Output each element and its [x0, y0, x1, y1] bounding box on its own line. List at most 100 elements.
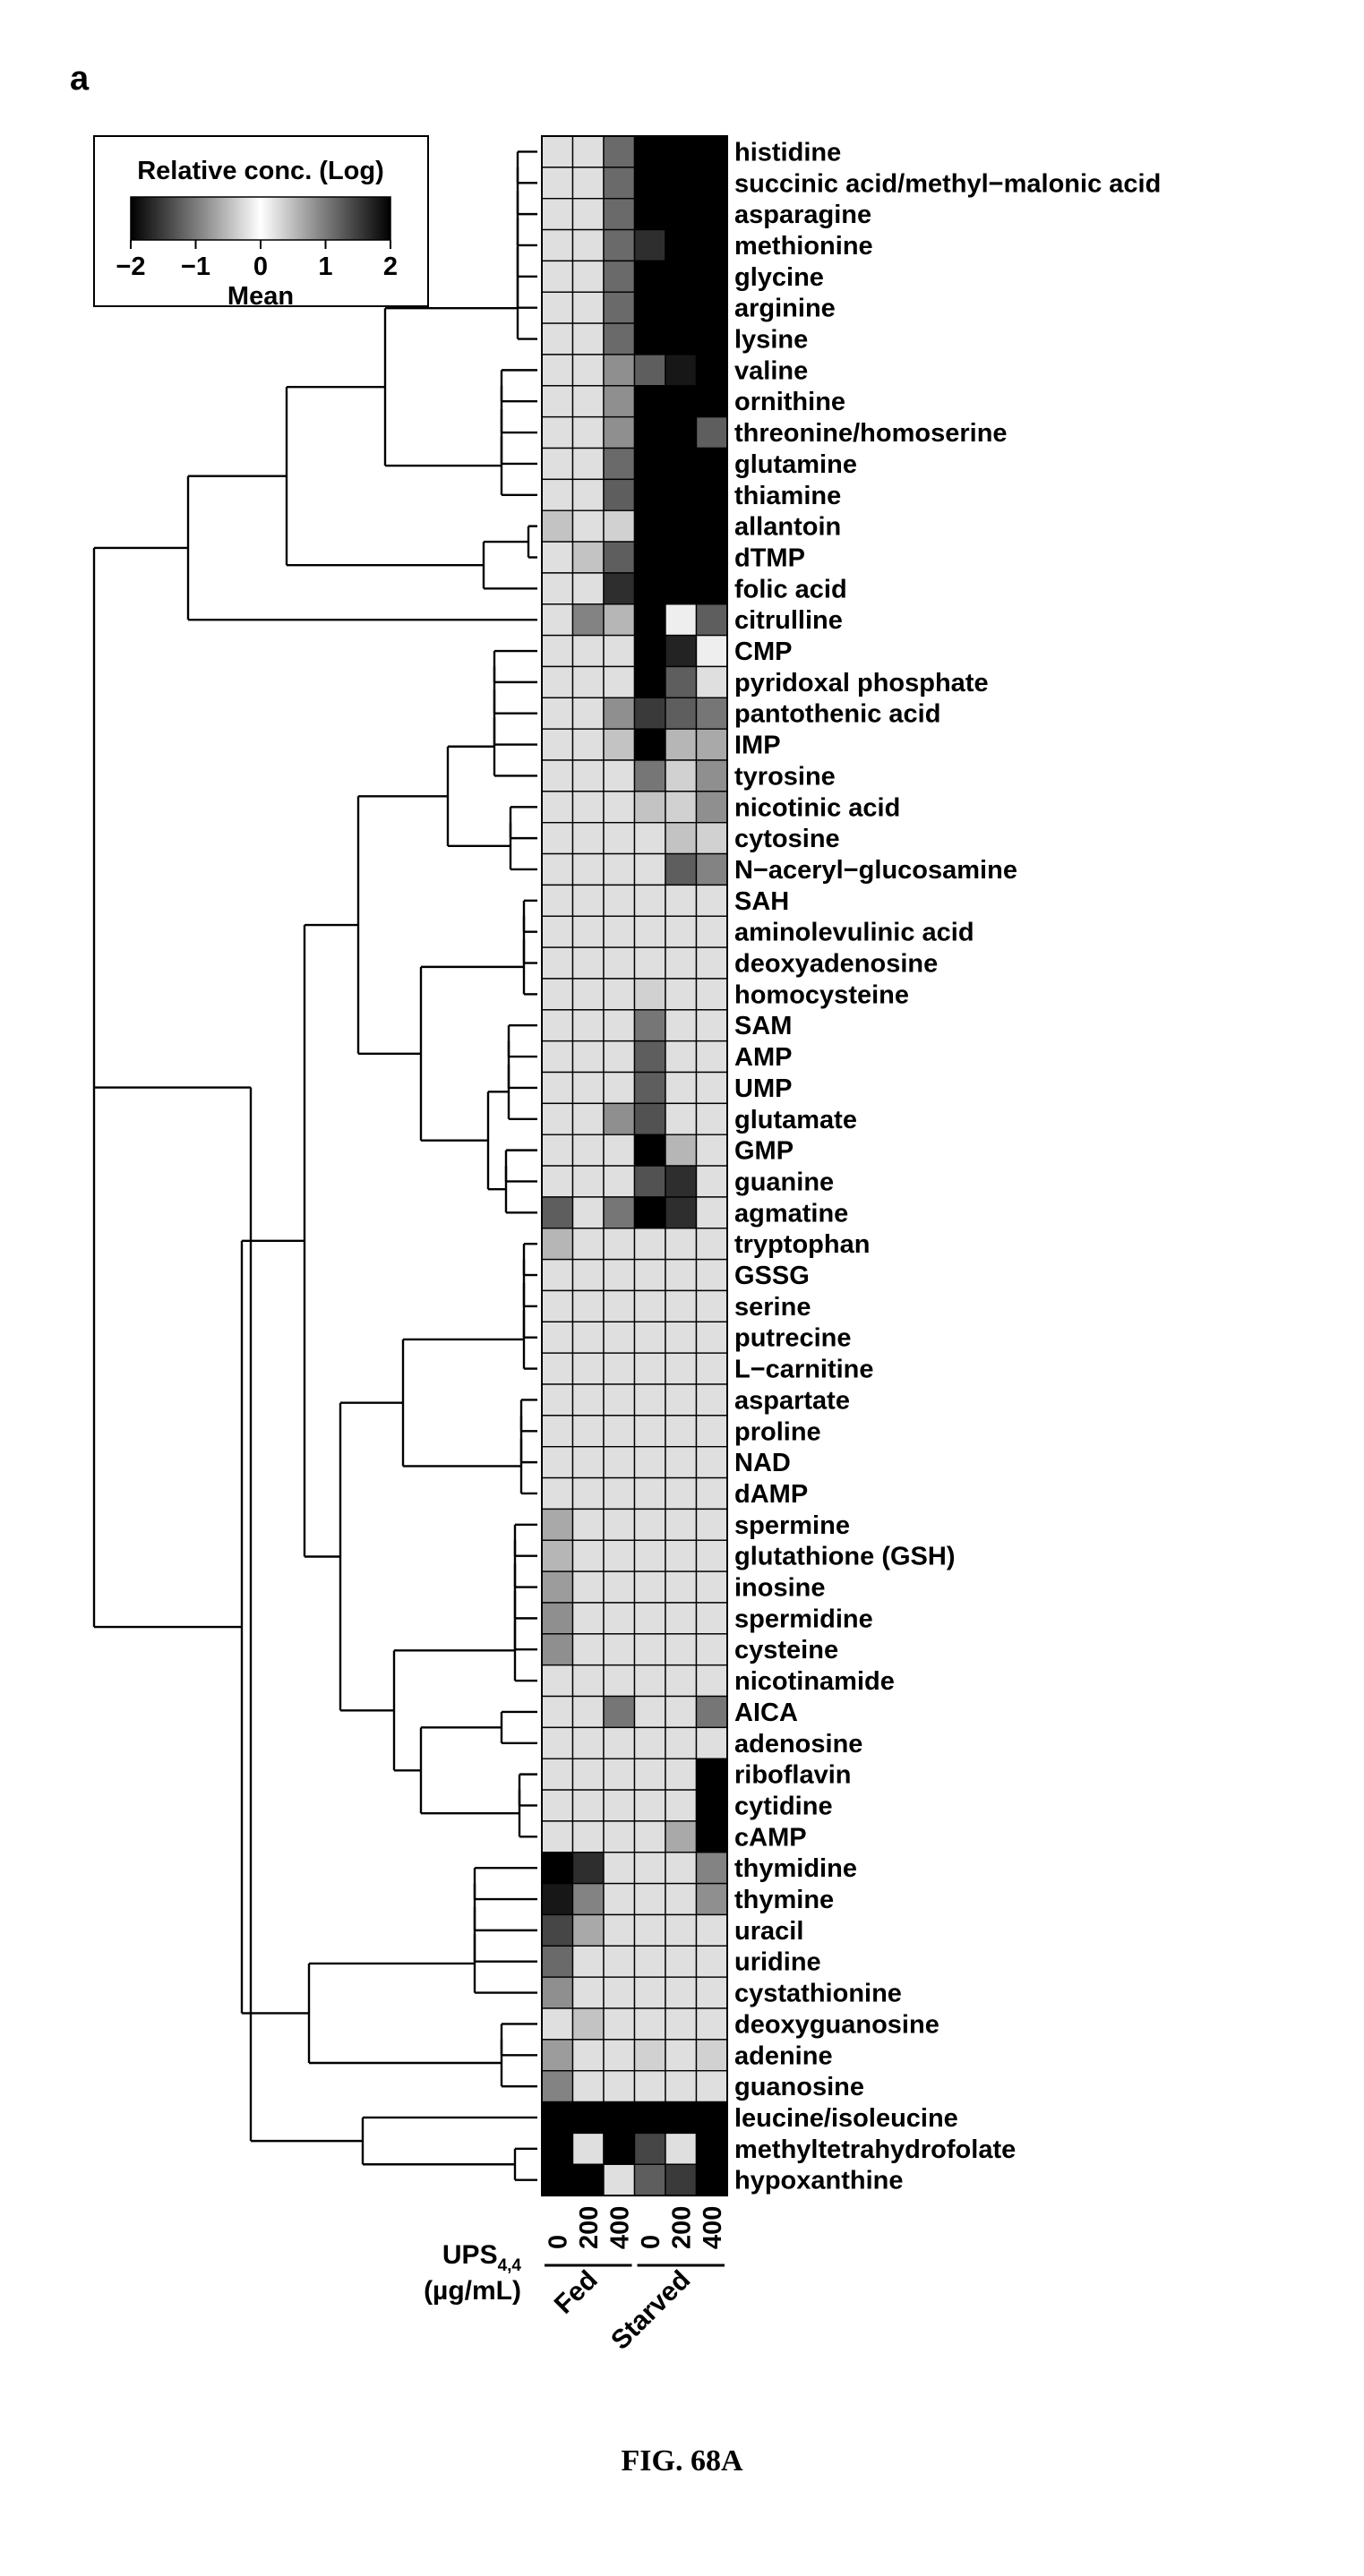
heatmap-cell: [573, 1759, 605, 1790]
heatmap-cell: [635, 2102, 666, 2134]
heatmap-cell: [635, 1228, 666, 1260]
heatmap-cell: [573, 1134, 605, 1166]
heatmap-cell: [635, 417, 666, 449]
heatmap-cell: [573, 666, 605, 697]
heatmap-cell: [573, 1727, 605, 1759]
heatmap-cell: [665, 792, 697, 823]
row-label: pantothenic acid: [734, 700, 940, 729]
row-label: asparagine: [734, 201, 871, 229]
heatmap-cell: [573, 1073, 605, 1104]
row-label: serine: [734, 1293, 811, 1322]
row-label: nicotinamide: [734, 1667, 895, 1696]
heatmap-cell: [573, 1884, 605, 1915]
heatmap-cell: [604, 1353, 635, 1384]
heatmap-cell: [542, 1946, 573, 1977]
heatmap-cell: [665, 2071, 697, 2102]
heatmap-cell: [697, 1166, 728, 1197]
heatmap-cell: [635, 636, 666, 667]
legend-tick-label: 0: [253, 252, 268, 281]
heatmap-cell: [635, 1697, 666, 1728]
heatmap-cell: [542, 666, 573, 697]
heatmap-cell: [573, 1041, 605, 1073]
heatmap-cell: [635, 355, 666, 386]
heatmap-cell: [697, 1134, 728, 1166]
heatmap-cell: [604, 1665, 635, 1697]
heatmap-cell: [604, 167, 635, 199]
row-label: hypoxanthine: [734, 2167, 904, 2195]
heatmap-cell: [604, 510, 635, 542]
heatmap-cell: [573, 261, 605, 292]
heatmap-cell: [542, 136, 573, 167]
heatmap-cell: [665, 1697, 697, 1728]
heatmap-cell: [542, 1571, 573, 1603]
heatmap-cell: [604, 1384, 635, 1416]
heatmap-cell: [604, 479, 635, 510]
heatmap-cell: [573, 1103, 605, 1134]
heatmap-cell: [604, 1697, 635, 1728]
row-label: GSSG: [734, 1262, 810, 1290]
heatmap-cell: [697, 1353, 728, 1384]
heatmap-cell: [697, 885, 728, 916]
heatmap-cell: [635, 1197, 666, 1228]
heatmap-cell: [665, 479, 697, 510]
heatmap-cell: [635, 1634, 666, 1665]
heatmap-cell: [635, 199, 666, 230]
row-label: aminolevulinic acid: [734, 919, 974, 947]
heatmap-cell: [604, 1759, 635, 1790]
heatmap-cell: [665, 760, 697, 792]
heatmap-cell: [665, 136, 697, 167]
heatmap-cell: [697, 2102, 728, 2134]
heatmap-cell: [604, 916, 635, 947]
heatmap-cell: [604, 1322, 635, 1353]
heatmap-cell: [573, 479, 605, 510]
heatmap-cell: [604, 1853, 635, 1884]
group-label: Fed: [549, 2265, 604, 2320]
heatmap-cell: [635, 1759, 666, 1790]
row-label: guanine: [734, 1168, 834, 1197]
heatmap-cell: [697, 1759, 728, 1790]
heatmap-cell: [542, 1290, 573, 1322]
heatmap-cell: [542, 1634, 573, 1665]
group-labels: FedStarved: [545, 2265, 725, 2356]
heatmap-cell: [573, 1821, 605, 1853]
heatmap-cell: [542, 1853, 573, 1884]
heatmap-cell: [542, 1509, 573, 1540]
heatmap-cell: [665, 417, 697, 449]
heatmap-cell: [697, 542, 728, 573]
heatmap-cell: [697, 136, 728, 167]
heatmap-cell: [635, 1509, 666, 1540]
heatmap-cell: [573, 2040, 605, 2071]
heatmap-cell: [635, 1821, 666, 1853]
heatmap-cell: [635, 230, 666, 261]
heatmap-cell: [573, 542, 605, 573]
heatmap-cell: [542, 1603, 573, 1634]
heatmap-cell: [697, 261, 728, 292]
heatmap-cell: [573, 636, 605, 667]
heatmap-cell: [635, 1884, 666, 1915]
heatmap-cell: [573, 1010, 605, 1041]
column-label: 400: [699, 2206, 727, 2249]
row-label: valine: [734, 356, 808, 385]
legend-mean-label: Mean: [227, 282, 294, 311]
heatmap-cell: [542, 1260, 573, 1291]
heatmap-cell: [573, 1447, 605, 1478]
heatmap-cell: [604, 885, 635, 916]
heatmap-cell: [665, 230, 697, 261]
heatmap-cell: [665, 323, 697, 355]
heatmap-cell: [542, 386, 573, 417]
heatmap-cell: [573, 292, 605, 323]
heatmap-cell: [542, 1228, 573, 1260]
heatmap-cell: [697, 1010, 728, 1041]
heatmap-cell: [573, 1478, 605, 1510]
row-label: putrecine: [734, 1324, 852, 1353]
heatmap-cell: [542, 2071, 573, 2102]
heatmap-cell: [573, 2071, 605, 2102]
heatmap-cell: [665, 729, 697, 760]
heatmap-cell: [542, 885, 573, 916]
row-label: deoxyguanosine: [734, 2010, 939, 2039]
heatmap-cell: [604, 604, 635, 636]
panel-label: a: [70, 60, 90, 98]
heatmap-cell: [542, 2102, 573, 2134]
heatmap-cell: [697, 510, 728, 542]
heatmap-cell: [635, 1977, 666, 2008]
